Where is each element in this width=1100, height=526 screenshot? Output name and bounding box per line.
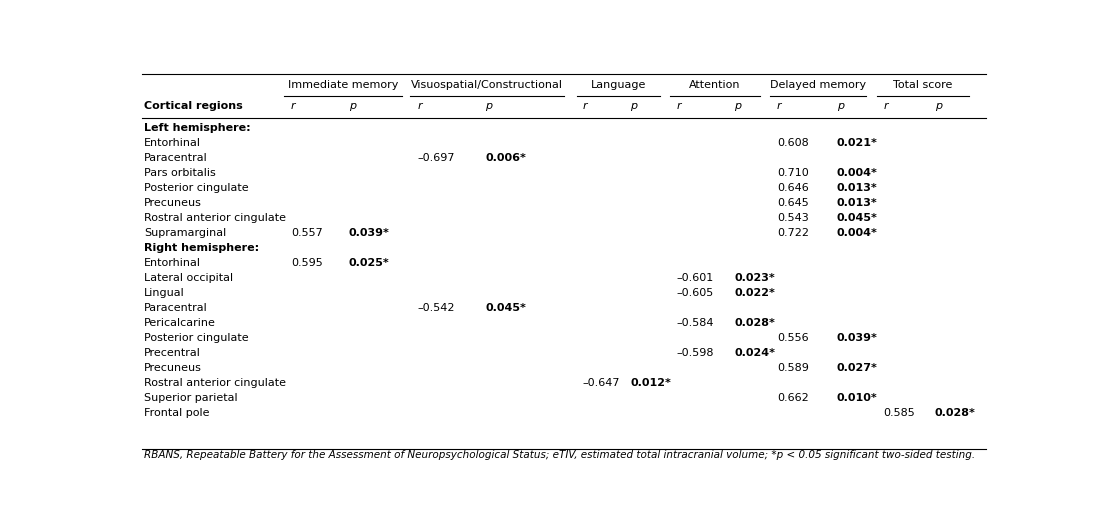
Text: Cortical regions: Cortical regions — [144, 100, 243, 110]
Text: r: r — [583, 100, 587, 110]
Text: Pars orbitalis: Pars orbitalis — [144, 168, 216, 178]
Text: 0.012*: 0.012* — [630, 378, 671, 388]
Text: Frontal pole: Frontal pole — [144, 408, 210, 418]
Text: p: p — [485, 100, 493, 110]
Text: –0.584: –0.584 — [676, 318, 714, 328]
Text: –0.647: –0.647 — [583, 378, 620, 388]
Text: –0.601: –0.601 — [676, 273, 714, 283]
Text: 0.722: 0.722 — [777, 228, 808, 238]
Text: 0.662: 0.662 — [777, 393, 808, 403]
Text: 0.021*: 0.021* — [836, 138, 878, 148]
Text: 0.027*: 0.027* — [836, 363, 878, 373]
Text: Immediate memory: Immediate memory — [288, 80, 398, 90]
Text: –0.542: –0.542 — [417, 303, 454, 313]
Text: Posterior cingulate: Posterior cingulate — [144, 183, 249, 193]
Text: Supramarginal: Supramarginal — [144, 228, 227, 238]
Text: 0.025*: 0.025* — [349, 258, 389, 268]
Text: 0.028*: 0.028* — [735, 318, 776, 328]
Text: 0.585: 0.585 — [883, 408, 915, 418]
Text: Lateral occipital: Lateral occipital — [144, 273, 233, 283]
Text: 0.045*: 0.045* — [485, 303, 526, 313]
Text: –0.605: –0.605 — [676, 288, 714, 298]
Text: Left hemisphere:: Left hemisphere: — [144, 123, 251, 133]
Text: Visuospatial/Constructional: Visuospatial/Constructional — [411, 80, 563, 90]
Text: 0.645: 0.645 — [777, 198, 808, 208]
Text: Delayed memory: Delayed memory — [770, 80, 867, 90]
Text: Lingual: Lingual — [144, 288, 185, 298]
Text: Rostral anterior cingulate: Rostral anterior cingulate — [144, 213, 286, 223]
Text: 0.045*: 0.045* — [836, 213, 878, 223]
Text: r: r — [417, 100, 421, 110]
Text: Precuneus: Precuneus — [144, 198, 202, 208]
Text: Entorhinal: Entorhinal — [144, 258, 201, 268]
Text: Entorhinal: Entorhinal — [144, 138, 201, 148]
Text: 0.013*: 0.013* — [836, 198, 878, 208]
Text: 0.543: 0.543 — [777, 213, 808, 223]
Text: Pericalcarine: Pericalcarine — [144, 318, 217, 328]
Text: 0.028*: 0.028* — [935, 408, 976, 418]
Text: –0.598: –0.598 — [676, 348, 714, 358]
Text: 0.608: 0.608 — [777, 138, 808, 148]
Text: 0.039*: 0.039* — [836, 333, 878, 343]
Text: 0.710: 0.710 — [777, 168, 808, 178]
Text: r: r — [883, 100, 888, 110]
Text: 0.024*: 0.024* — [735, 348, 776, 358]
Text: p: p — [349, 100, 356, 110]
Text: p: p — [836, 100, 844, 110]
Text: Posterior cingulate: Posterior cingulate — [144, 333, 249, 343]
Text: Paracentral: Paracentral — [144, 303, 208, 313]
Text: 0.004*: 0.004* — [836, 168, 878, 178]
Text: 0.022*: 0.022* — [735, 288, 776, 298]
Text: r: r — [676, 100, 681, 110]
Text: Right hemisphere:: Right hemisphere: — [144, 243, 260, 253]
Text: 0.557: 0.557 — [290, 228, 322, 238]
Text: 0.010*: 0.010* — [836, 393, 878, 403]
Text: 0.589: 0.589 — [777, 363, 808, 373]
Text: 0.556: 0.556 — [777, 333, 808, 343]
Text: Paracentral: Paracentral — [144, 153, 208, 163]
Text: 0.039*: 0.039* — [349, 228, 389, 238]
Text: r: r — [290, 100, 296, 110]
Text: Total score: Total score — [893, 80, 953, 90]
Text: 0.006*: 0.006* — [485, 153, 526, 163]
Text: Precentral: Precentral — [144, 348, 201, 358]
Text: Rostral anterior cingulate: Rostral anterior cingulate — [144, 378, 286, 388]
Text: Attention: Attention — [690, 80, 740, 90]
Text: 0.595: 0.595 — [290, 258, 322, 268]
Text: Precuneus: Precuneus — [144, 363, 202, 373]
Text: 0.023*: 0.023* — [735, 273, 776, 283]
Text: Superior parietal: Superior parietal — [144, 393, 238, 403]
Text: p: p — [630, 100, 637, 110]
Text: Language: Language — [591, 80, 646, 90]
Text: –0.697: –0.697 — [417, 153, 454, 163]
Text: 0.004*: 0.004* — [836, 228, 878, 238]
Text: RBANS, Repeatable Battery for the Assessment of Neuropsychological Status; eTIV,: RBANS, Repeatable Battery for the Assess… — [144, 450, 976, 460]
Text: p: p — [735, 100, 741, 110]
Text: r: r — [777, 100, 781, 110]
Text: p: p — [935, 100, 942, 110]
Text: 0.013*: 0.013* — [836, 183, 878, 193]
Text: 0.646: 0.646 — [777, 183, 808, 193]
